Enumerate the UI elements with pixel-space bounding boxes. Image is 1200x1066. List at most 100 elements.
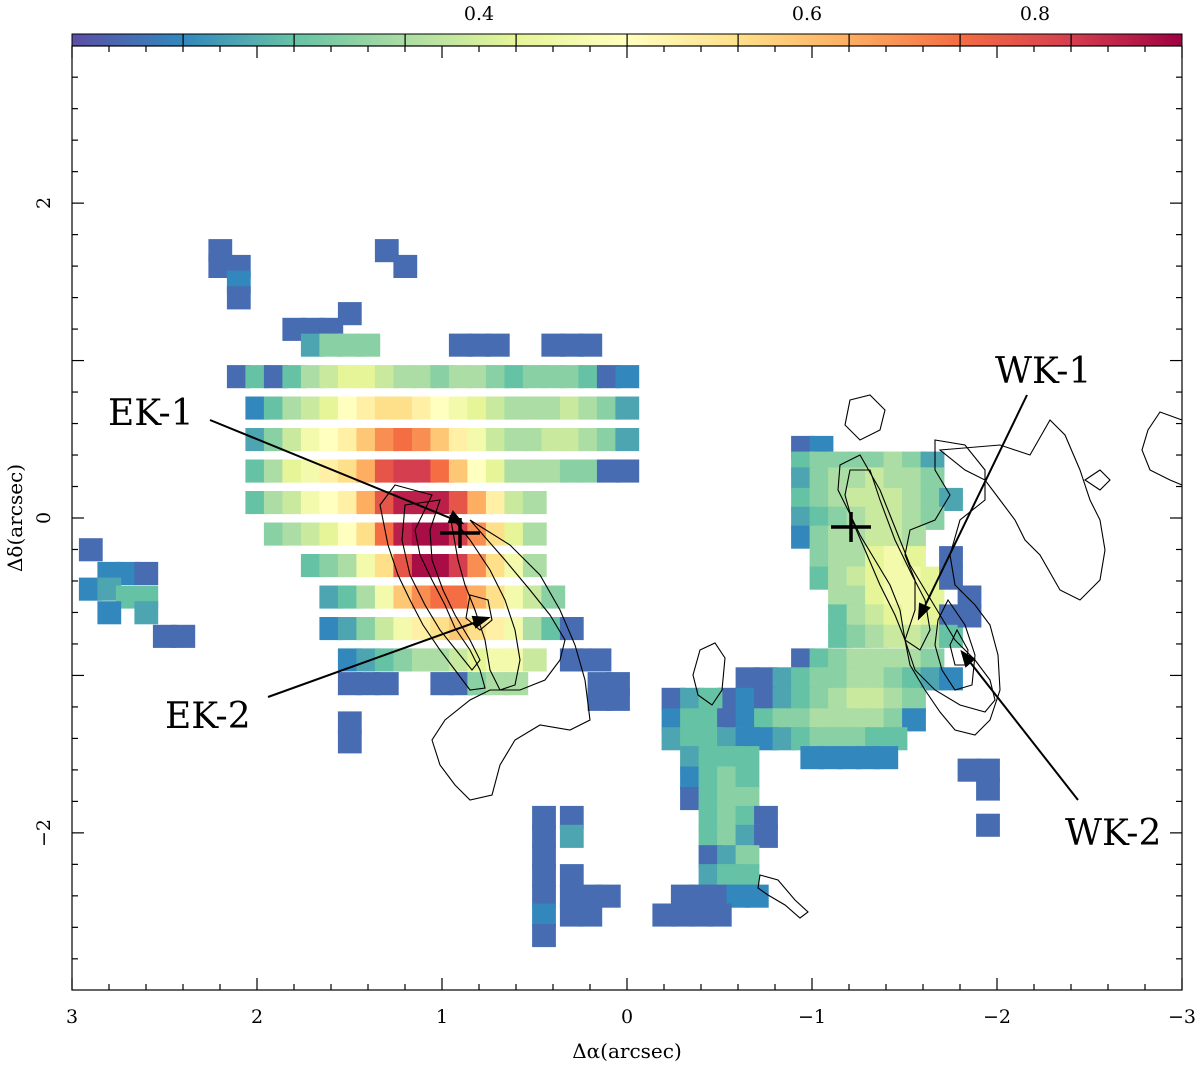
heatmap-cell (448, 491, 473, 515)
heatmap-cell (337, 365, 362, 389)
heatmap-cell (337, 522, 362, 546)
heatmap-cell (430, 585, 455, 609)
colorbar-tick-label: 0.4 (464, 3, 494, 25)
heatmap-cell (680, 766, 704, 790)
heatmap-cell (939, 667, 963, 691)
heatmap-cell (337, 672, 362, 696)
heatmap-cell (541, 333, 566, 357)
heatmap-cell (263, 396, 288, 420)
heatmap-cell (865, 487, 889, 511)
heatmap-cell (865, 604, 889, 628)
heatmap-cell (374, 239, 399, 263)
contour-wk-3 (934, 598, 976, 691)
heatmap-cell (883, 648, 908, 672)
heatmap-cell (920, 506, 945, 530)
y-tick-labels: 2 0 −2 (33, 197, 55, 847)
heatmap-cell (670, 903, 695, 927)
heatmap-cell (319, 554, 344, 578)
heatmap-cell (828, 624, 852, 648)
heatmap-cell (282, 365, 307, 389)
heatmap-cell (698, 845, 723, 869)
heatmap-cell (374, 428, 399, 452)
heatmap-cell (504, 522, 529, 546)
heatmap-cell (559, 884, 584, 908)
heatmap-cell (319, 459, 344, 483)
heatmap-cell (559, 459, 584, 483)
heatmap-cell (920, 667, 945, 691)
heatmap-cell (467, 491, 492, 515)
heatmap-cell (430, 396, 455, 420)
heatmap-cell (78, 538, 103, 562)
heatmap-cell (356, 365, 381, 389)
heatmap-cell (282, 317, 307, 341)
heatmap-cell (319, 522, 344, 546)
arrowhead-wk2 (960, 649, 976, 668)
heatmap-cell (356, 585, 381, 609)
heatmap-cell (883, 487, 908, 511)
heatmap-cell (754, 824, 778, 848)
heatmap-cell (485, 617, 510, 641)
heatmap-cell (467, 396, 492, 420)
heatmap-cell (874, 746, 899, 770)
heatmap-cell (957, 585, 982, 609)
heatmap-cell (300, 396, 325, 420)
heatmap-cell (559, 864, 584, 888)
contour-ek-ridge (449, 514, 521, 691)
heatmap-cell (504, 554, 529, 578)
heatmap-cell (115, 561, 140, 585)
heatmap-cell (522, 459, 547, 483)
contour-wk-2 (904, 439, 1001, 736)
heatmap-cell (791, 648, 815, 672)
heatmap-cell (282, 459, 307, 483)
heatmap (78, 239, 1000, 948)
heatmap-cell (800, 746, 825, 770)
heatmap-cell (393, 617, 418, 641)
heatmap-cell (393, 554, 418, 578)
heatmap-cell (809, 506, 834, 530)
heatmap-cell (846, 727, 871, 751)
heatmap-cell (337, 491, 362, 515)
heatmap-cell (735, 727, 760, 751)
heatmap-cell (791, 687, 815, 711)
heatmap-cell (448, 648, 473, 672)
heatmap-cell (744, 884, 769, 908)
heatmap-cell (735, 667, 760, 691)
heatmap-cell (828, 566, 852, 590)
heatmap-cell (504, 491, 529, 515)
heatmap-cell (828, 708, 852, 732)
heatmap-cell (532, 824, 556, 848)
heatmap-cell (467, 333, 492, 357)
heatmap-cell (652, 903, 677, 927)
heatmap-cell (707, 903, 732, 927)
heatmap-cell (300, 428, 325, 452)
heatmap-cell (282, 491, 307, 515)
heatmap-cell (522, 617, 547, 641)
contour-wk-small (1084, 469, 1111, 491)
label-wk1: WK-1 (995, 351, 1091, 392)
heatmap-cell (828, 687, 852, 711)
heatmap-cell (356, 672, 381, 696)
heatmap-cell (865, 648, 889, 672)
x-tick-labels: 3 2 1 0 −1 −2 −3 (66, 1006, 1196, 1028)
heatmap-cell (522, 365, 547, 389)
heatmap-cell (78, 577, 103, 601)
heatmap-cell (393, 396, 418, 420)
heatmap-cell (883, 687, 908, 711)
heatmap-cell (902, 708, 926, 732)
heatmap-cell (115, 585, 140, 609)
heatmap-cell (485, 396, 510, 420)
heatmap-cell (902, 506, 926, 530)
heatmap-cell (902, 687, 926, 711)
x-tick-label: 2 (251, 1006, 263, 1028)
heatmap-cell (532, 805, 556, 829)
heatmap-cell (226, 286, 251, 310)
heatmap-cell (411, 554, 436, 578)
heatmap-cell (569, 648, 593, 672)
heatmap-cell (374, 522, 399, 546)
contour-ek-mid (401, 499, 481, 671)
heatmap-cell (587, 648, 612, 672)
heatmap-cell (411, 648, 436, 672)
heatmap-cell (976, 813, 1000, 837)
heatmap-cell (883, 727, 908, 751)
heatmap-cell (559, 396, 584, 420)
